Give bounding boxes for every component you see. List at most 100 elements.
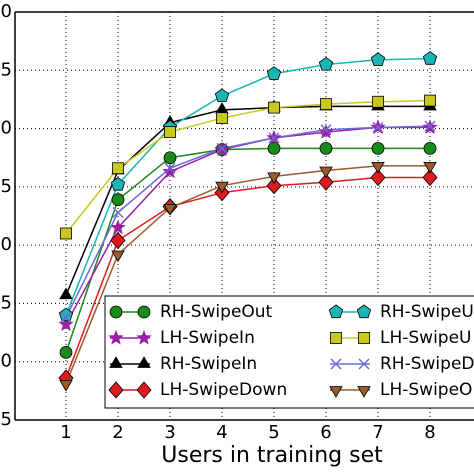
marker <box>112 206 124 219</box>
legend-entry: LH-SwipeU <box>330 328 472 348</box>
y-tick-label: 0 <box>1 234 12 255</box>
y-tick-label: 5 <box>1 409 12 430</box>
legend-label: RH-SwipeU <box>380 302 474 322</box>
marker <box>372 121 384 133</box>
y-tick-label: 0 <box>1 118 12 139</box>
y-tick-label: 5 <box>1 176 12 197</box>
marker <box>330 358 342 370</box>
marker <box>423 161 437 174</box>
plot-area <box>58 51 438 392</box>
series-line <box>65 176 430 379</box>
marker <box>110 231 126 250</box>
marker <box>108 381 124 399</box>
marker <box>110 177 126 191</box>
legend-label: RH-SwipeD <box>380 354 474 374</box>
series-line <box>65 99 431 234</box>
marker <box>266 66 282 80</box>
marker <box>423 141 437 155</box>
legend: RH-SwipeOut LH-SwipeIn RH-SwipeIn LH-SwipeD… <box>104 295 474 409</box>
legend-label: LH-SwipeU <box>380 328 472 348</box>
marker <box>162 163 178 179</box>
marker <box>328 304 344 319</box>
marker <box>370 168 386 187</box>
marker <box>358 332 370 344</box>
y-tick-label: 5 <box>1 59 12 80</box>
x-axis-label: Users in training set <box>161 443 383 468</box>
x-tick-label: 1 <box>60 422 71 443</box>
marker <box>137 305 151 319</box>
legend-label: RH-SwipeOut <box>160 302 273 322</box>
marker <box>109 305 123 319</box>
series-line <box>65 165 430 385</box>
x-tick-label: 3 <box>164 422 175 443</box>
legend-label: LH-SwipeO <box>380 380 472 400</box>
marker <box>357 386 371 398</box>
marker <box>164 162 176 174</box>
marker <box>108 329 124 345</box>
marker <box>215 181 229 194</box>
marker <box>214 88 230 102</box>
y-tick-label: 5 <box>1 292 12 313</box>
marker <box>215 102 229 114</box>
marker <box>109 356 123 368</box>
series-line <box>65 125 431 318</box>
series-line <box>65 147 430 353</box>
marker <box>216 112 228 124</box>
marker <box>163 151 177 165</box>
x-tick-label: 5 <box>268 422 279 443</box>
marker <box>422 168 438 187</box>
marker <box>318 123 334 139</box>
marker <box>330 332 342 344</box>
legend-entry: LH-SwipeO <box>329 380 472 400</box>
marker <box>370 52 386 66</box>
legend-label: RH-SwipeIn <box>160 354 257 374</box>
marker <box>372 95 384 108</box>
marker <box>319 166 333 179</box>
y-tick-label: 0 <box>1 1 12 22</box>
marker <box>371 161 385 174</box>
marker <box>112 162 124 175</box>
marker <box>318 56 334 71</box>
marker <box>266 177 282 195</box>
legend-box <box>104 295 474 409</box>
y-tick-label: 0 <box>1 351 12 372</box>
legend-entry: RH-SwipeIn <box>109 354 257 374</box>
legend-entry: RH-SwipeU <box>328 302 474 322</box>
legend-entry: LH-SwipeDown <box>108 380 287 400</box>
marker <box>60 311 72 323</box>
marker <box>329 386 343 398</box>
marker <box>59 345 73 359</box>
marker <box>137 356 151 368</box>
marker <box>136 329 152 345</box>
x-tick-label: 4 <box>216 422 227 443</box>
marker <box>60 227 72 240</box>
x-tick-label: 7 <box>372 422 383 443</box>
legend-label: LH-SwipeDown <box>160 380 287 400</box>
marker <box>111 250 125 263</box>
marker <box>371 141 385 155</box>
marker <box>318 173 334 191</box>
x-tick-label: 2 <box>112 422 123 443</box>
marker <box>268 132 280 144</box>
marker <box>422 51 438 65</box>
x-tick-label: 6 <box>320 422 331 443</box>
marker <box>110 219 126 235</box>
marker <box>59 287 73 300</box>
legend-entry: RH-SwipeD <box>330 354 474 374</box>
series-line <box>65 57 431 316</box>
marker <box>424 94 436 107</box>
marker <box>136 381 152 399</box>
legend-entry: LH-SwipeIn <box>108 328 255 348</box>
legend-entry: RH-SwipeOut <box>109 302 273 322</box>
legend-label: LH-SwipeIn <box>160 328 255 348</box>
x-tick-label: 8 <box>424 422 435 443</box>
marker <box>268 101 280 114</box>
marker <box>58 307 74 322</box>
marker <box>320 98 332 110</box>
marker <box>356 304 372 319</box>
marker <box>163 203 177 216</box>
marker <box>267 141 281 155</box>
marker <box>164 126 176 138</box>
marker <box>216 142 228 154</box>
